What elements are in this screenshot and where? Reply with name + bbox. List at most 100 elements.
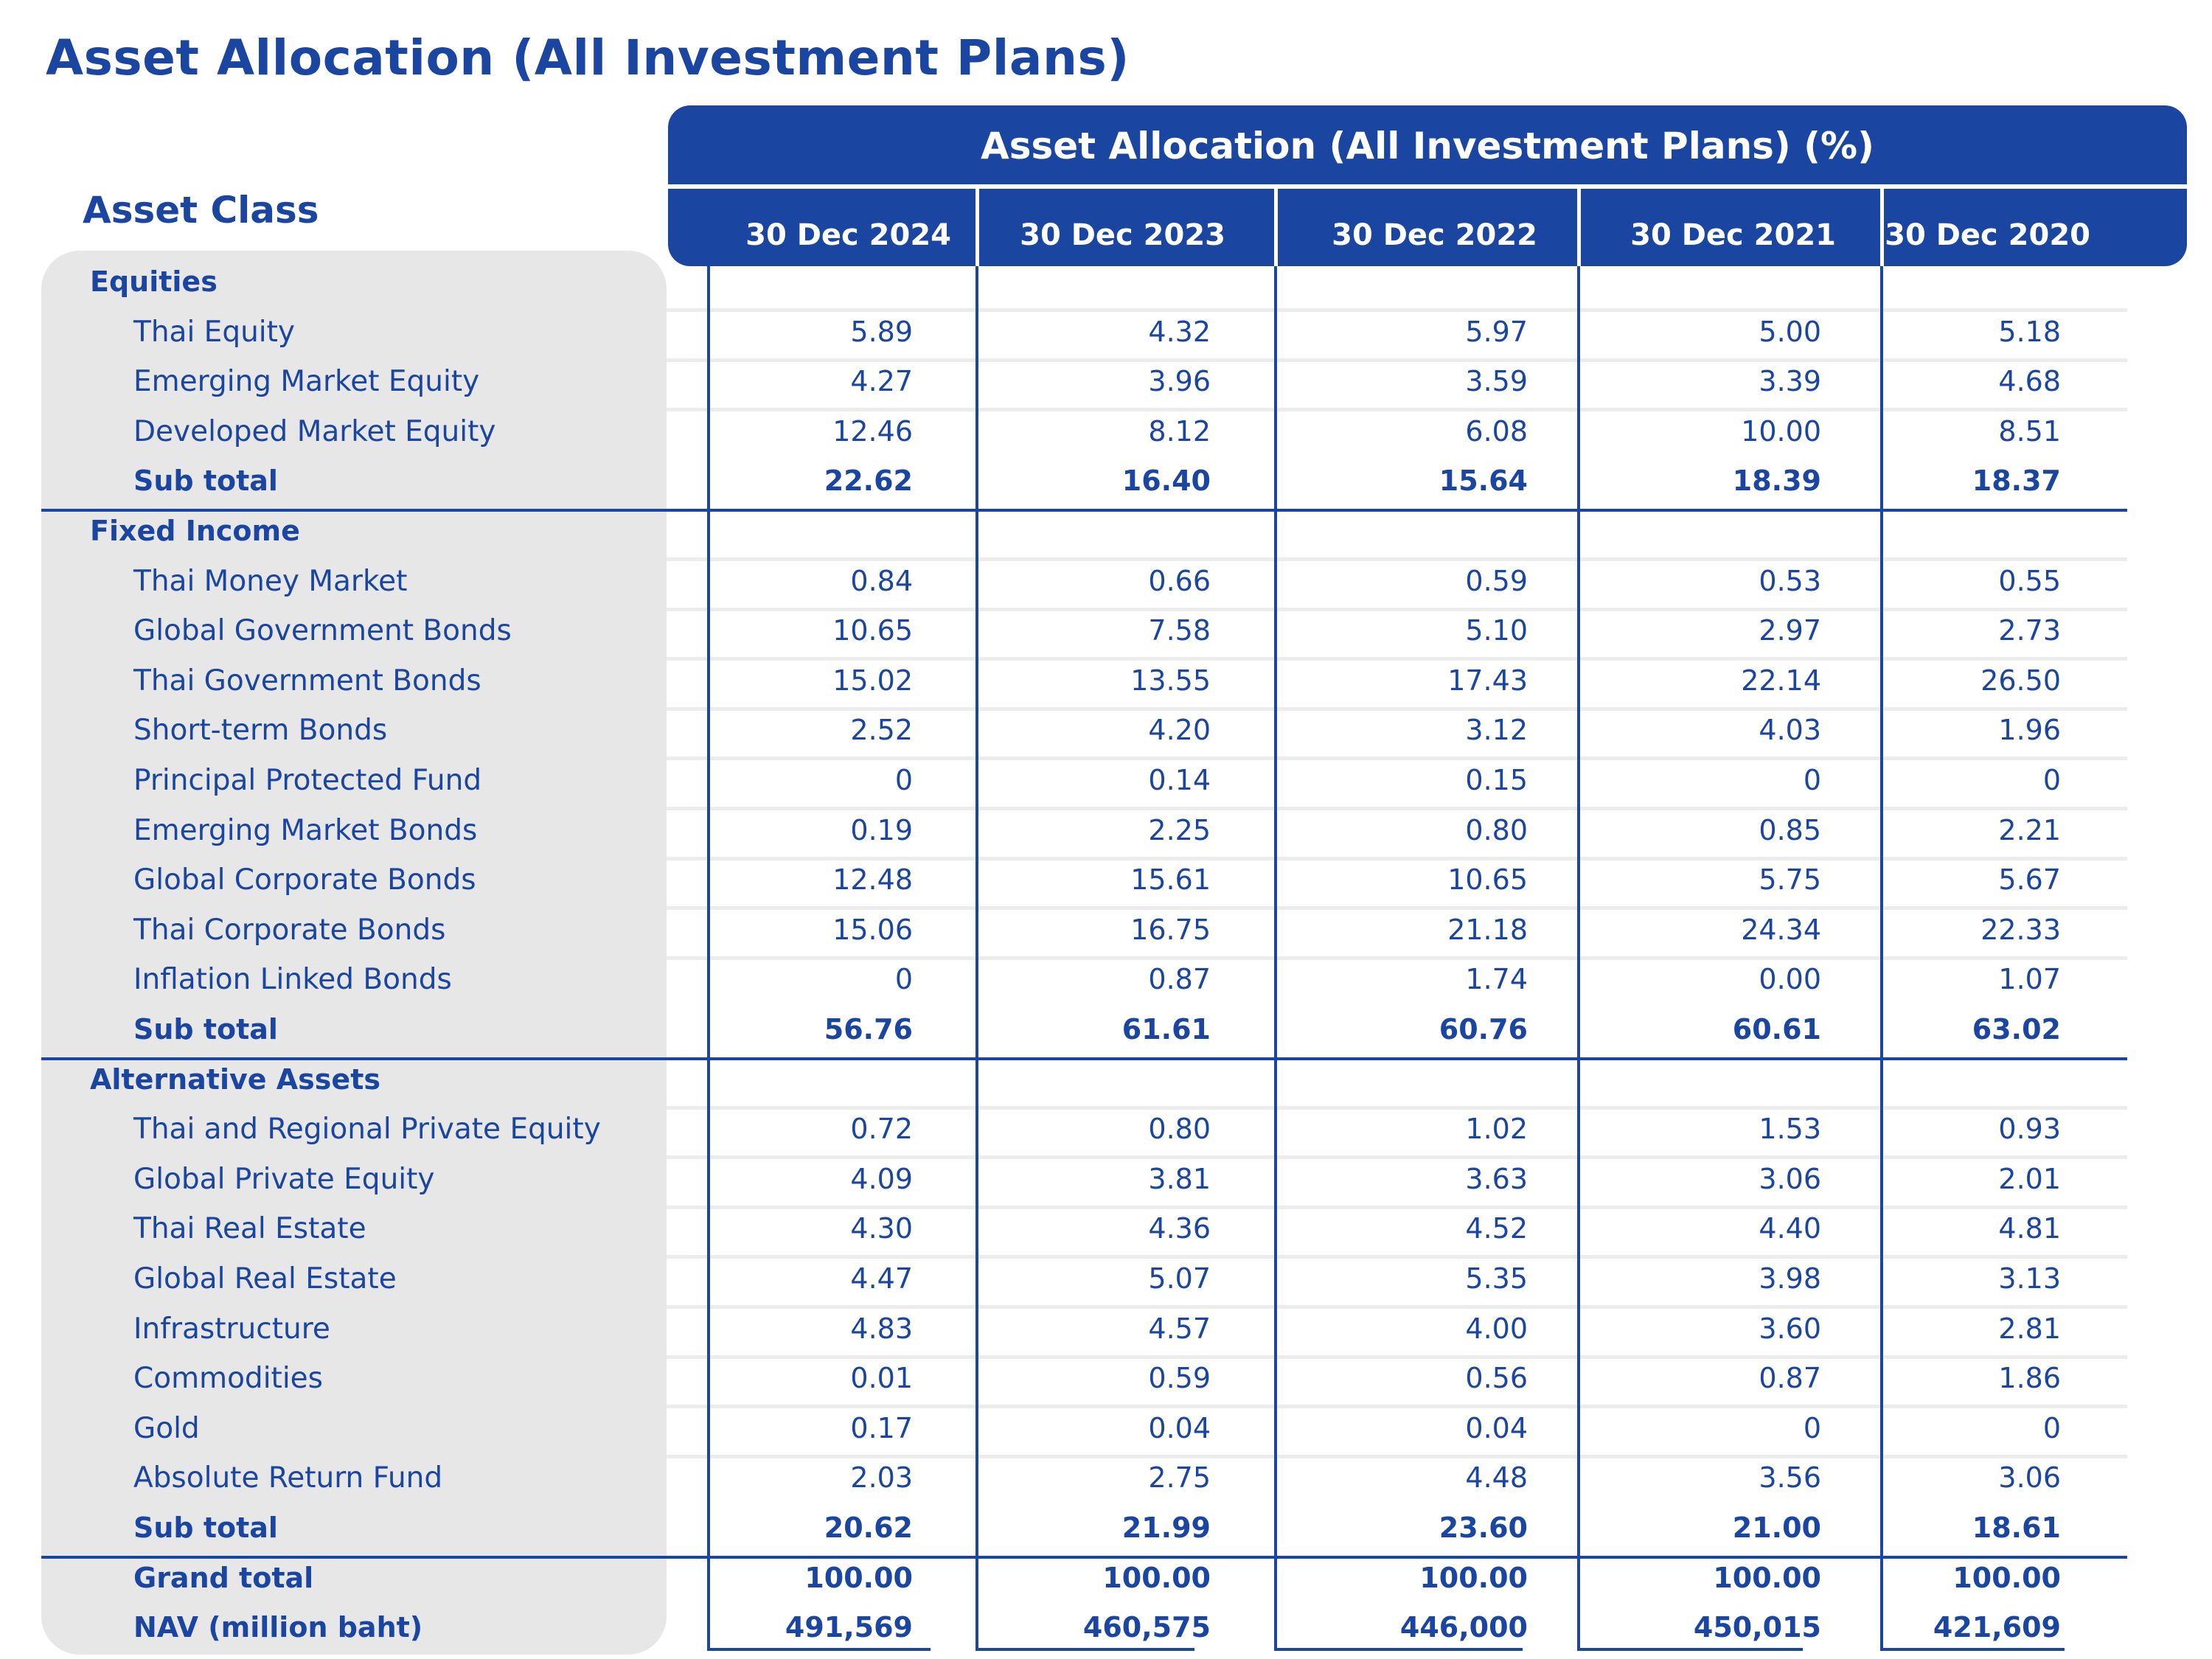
column-gridline bbox=[707, 266, 710, 1648]
subtotal-value: 15.64 bbox=[1439, 465, 1528, 498]
nav-value: 450,015 bbox=[1693, 1611, 1821, 1644]
nav-value: 460,575 bbox=[1082, 1611, 1211, 1644]
table-header-band: Asset Allocation (All Investment Plans) … bbox=[668, 105, 2187, 266]
grand-total-value: 100.00 bbox=[1713, 1561, 1821, 1594]
subtotal-value: 60.61 bbox=[1732, 1013, 1821, 1046]
value-cell: 0.80 bbox=[1465, 813, 1528, 846]
row-label: Thai and Regional Private Equity bbox=[133, 1113, 601, 1147]
value-cell: 1.07 bbox=[1998, 963, 2061, 996]
table-header-title: Asset Allocation (All Investment Plans) … bbox=[981, 125, 1874, 167]
row-label: Gold bbox=[133, 1411, 200, 1445]
value-cell: 0.00 bbox=[1759, 963, 1821, 996]
value-cell: 0 bbox=[894, 963, 913, 996]
value-cell: 4.30 bbox=[850, 1212, 913, 1245]
value-cell: 0 bbox=[2042, 1411, 2061, 1444]
value-cell: 8.12 bbox=[1148, 414, 1211, 448]
value-cell: 12.48 bbox=[832, 863, 913, 897]
subtotal-label: Sub total bbox=[133, 1013, 278, 1046]
row-label: Infrastructure bbox=[133, 1312, 330, 1346]
row-label: Global Private Equity bbox=[133, 1162, 435, 1196]
row-separator bbox=[667, 308, 2127, 312]
value-cell: 4.83 bbox=[850, 1312, 913, 1345]
row-separator bbox=[667, 956, 2127, 960]
value-cell: 5.00 bbox=[1759, 315, 1821, 348]
value-cell: 10.65 bbox=[832, 614, 913, 647]
subtotal-value: 60.76 bbox=[1439, 1013, 1528, 1046]
value-cell: 2.73 bbox=[1998, 614, 2061, 647]
value-cell: 3.60 bbox=[1759, 1312, 1821, 1345]
row-separator bbox=[667, 657, 2127, 661]
nav-value: 491,569 bbox=[785, 1611, 913, 1644]
subtotal-label: Sub total bbox=[133, 1512, 278, 1544]
value-cell: 4.57 bbox=[1148, 1312, 1211, 1345]
row-separator bbox=[667, 856, 2127, 860]
subtotal-value: 56.76 bbox=[824, 1013, 913, 1046]
value-cell: 4.52 bbox=[1465, 1212, 1528, 1245]
value-cell: 4.03 bbox=[1759, 714, 1821, 747]
nav-value: 446,000 bbox=[1399, 1611, 1528, 1644]
row-label: Emerging Market Equity bbox=[133, 365, 480, 399]
grand-total-value: 100.00 bbox=[1419, 1561, 1528, 1594]
asset-class-panel bbox=[41, 251, 667, 1655]
nav-value: 421,609 bbox=[1933, 1611, 2061, 1644]
value-cell: 3.13 bbox=[1998, 1262, 2061, 1295]
value-cell: 2.03 bbox=[850, 1461, 913, 1495]
section-divider bbox=[41, 509, 2127, 512]
value-cell: 0.19 bbox=[850, 813, 913, 846]
section-heading: Fixed Income bbox=[90, 515, 300, 547]
row-separator bbox=[667, 807, 2127, 810]
value-cell: 15.61 bbox=[1130, 863, 1211, 897]
subtotal-value: 16.40 bbox=[1121, 465, 1211, 498]
value-cell: 13.55 bbox=[1130, 664, 1211, 697]
column-bottom-rule bbox=[1880, 1648, 2065, 1651]
value-cell: 5.10 bbox=[1465, 614, 1528, 647]
section-heading: Equities bbox=[90, 265, 218, 298]
row-separator bbox=[667, 557, 2127, 561]
grand-total-value: 100.00 bbox=[1102, 1561, 1211, 1594]
row-label: Emerging Market Bonds bbox=[133, 813, 478, 847]
value-cell: 0.93 bbox=[1998, 1113, 2061, 1146]
value-cell: 5.97 bbox=[1465, 315, 1528, 348]
value-cell: 10.00 bbox=[1741, 414, 1821, 448]
value-cell: 0.72 bbox=[850, 1113, 913, 1146]
value-cell: 0.15 bbox=[1465, 764, 1528, 796]
row-separator bbox=[667, 358, 2127, 362]
row-separator bbox=[667, 1305, 2127, 1309]
row-separator bbox=[667, 757, 2127, 761]
column-header: 30 Dec 2020 bbox=[1885, 218, 2090, 252]
column-bottom-rule bbox=[1274, 1648, 1523, 1651]
subtotal-value: 61.61 bbox=[1121, 1013, 1211, 1046]
value-cell: 0.55 bbox=[1998, 564, 2061, 597]
value-cell: 4.32 bbox=[1148, 315, 1211, 348]
nav-label: NAV (million baht) bbox=[133, 1611, 423, 1644]
value-cell: 0.17 bbox=[850, 1411, 913, 1444]
row-label: Inflation Linked Bonds bbox=[133, 963, 452, 997]
section-divider bbox=[41, 1556, 2127, 1559]
value-cell: 7.58 bbox=[1148, 614, 1211, 647]
subtotal-value: 21.00 bbox=[1732, 1512, 1821, 1544]
value-cell: 3.56 bbox=[1759, 1461, 1821, 1495]
value-cell: 3.63 bbox=[1465, 1162, 1528, 1195]
value-cell: 4.48 bbox=[1465, 1461, 1528, 1495]
row-label: Absolute Return Fund bbox=[133, 1461, 443, 1495]
value-cell: 0.84 bbox=[850, 564, 913, 597]
row-label: Global Corporate Bonds bbox=[133, 863, 476, 897]
value-cell: 22.14 bbox=[1741, 664, 1821, 697]
column-gridline bbox=[1880, 266, 1883, 1648]
subtotal-value: 23.60 bbox=[1439, 1512, 1528, 1544]
value-cell: 4.40 bbox=[1759, 1212, 1821, 1245]
value-cell: 0 bbox=[1803, 764, 1821, 796]
row-separator bbox=[667, 1155, 2127, 1160]
row-separator bbox=[667, 706, 2127, 711]
row-label: Global Government Bonds bbox=[133, 614, 512, 648]
grand-total-value: 100.00 bbox=[1952, 1561, 2061, 1594]
subtotal-value: 18.39 bbox=[1732, 465, 1821, 498]
section-divider bbox=[41, 1057, 2127, 1060]
value-cell: 22.33 bbox=[1980, 913, 2061, 946]
value-cell: 0 bbox=[894, 764, 913, 796]
value-cell: 1.86 bbox=[1998, 1362, 2061, 1395]
value-cell: 5.75 bbox=[1759, 863, 1821, 897]
value-cell: 0.85 bbox=[1759, 813, 1821, 846]
column-header: 30 Dec 2022 bbox=[1332, 218, 1537, 252]
value-cell: 4.47 bbox=[850, 1262, 913, 1295]
